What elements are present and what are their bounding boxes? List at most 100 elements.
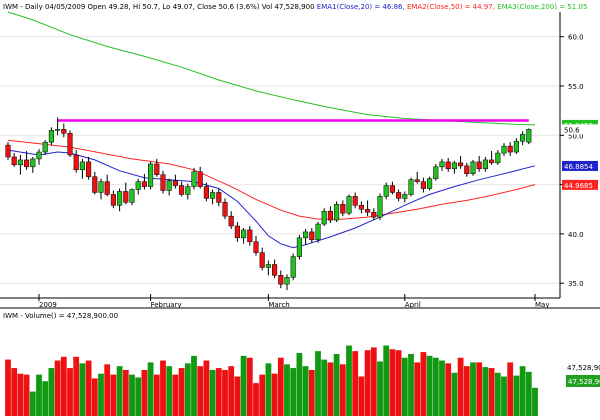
volume-bar bbox=[339, 364, 346, 416]
volume-bar bbox=[327, 362, 334, 416]
candle-body bbox=[265, 264, 271, 268]
volume-bar bbox=[147, 362, 154, 416]
candle-body bbox=[408, 179, 414, 195]
candle-body bbox=[42, 141, 48, 153]
price-tick-label: 60.0 bbox=[568, 34, 584, 42]
volume-bar bbox=[79, 363, 86, 416]
candle-body bbox=[501, 145, 507, 154]
volume-bar bbox=[222, 369, 228, 416]
volume-bar bbox=[85, 360, 92, 416]
volume-bar bbox=[284, 364, 290, 416]
candle-body bbox=[117, 191, 123, 206]
price-value-tag: 46.8854 bbox=[564, 163, 593, 171]
price-value-tag-bg bbox=[562, 179, 598, 190]
ema2-line bbox=[7, 139, 536, 220]
price-tick-label: 40.0 bbox=[568, 231, 584, 239]
candle-body bbox=[191, 171, 197, 187]
volume-bar bbox=[432, 357, 439, 416]
volume-bar bbox=[488, 368, 495, 416]
candle-body bbox=[98, 181, 104, 193]
candle-body bbox=[334, 204, 340, 221]
candle-body bbox=[451, 162, 457, 170]
candle-body bbox=[520, 134, 526, 142]
candle-body bbox=[296, 237, 302, 257]
legend-ema3: EMA3(Close,200) = 51.05 bbox=[497, 3, 587, 11]
candle-body bbox=[284, 277, 290, 285]
volume-bar bbox=[172, 374, 179, 416]
volume-bar bbox=[166, 366, 173, 416]
volume-bar bbox=[122, 369, 129, 416]
candle-body bbox=[247, 229, 253, 243]
volume-bar bbox=[67, 368, 73, 416]
volume-bar bbox=[209, 369, 216, 416]
volume-bar bbox=[135, 377, 142, 416]
volume-bar bbox=[253, 383, 259, 416]
date-tick-label: April bbox=[405, 301, 421, 309]
volume-bar bbox=[420, 352, 427, 416]
volume-bar bbox=[104, 364, 111, 416]
volume-bar bbox=[215, 368, 222, 416]
volume-bar bbox=[73, 356, 80, 416]
volume-bar bbox=[346, 345, 352, 416]
volume-bar bbox=[501, 376, 507, 416]
volume-bar bbox=[178, 368, 185, 416]
candle-body bbox=[253, 241, 259, 253]
volume-bar bbox=[451, 372, 458, 416]
volume-bar bbox=[29, 391, 36, 416]
candle-body bbox=[203, 186, 209, 199]
price-value-tag: 50.6 bbox=[564, 126, 580, 134]
volume-bar bbox=[389, 349, 396, 416]
candle-body bbox=[197, 171, 203, 187]
candle-body bbox=[458, 162, 464, 167]
candle-body bbox=[495, 152, 501, 164]
candle-body bbox=[358, 205, 364, 210]
volume-bar bbox=[302, 366, 309, 416]
candle-body bbox=[30, 158, 36, 168]
candle-body bbox=[352, 196, 358, 206]
candle-body bbox=[110, 194, 116, 206]
date-tick-label: March bbox=[268, 301, 289, 309]
date-tick-label: February bbox=[151, 301, 182, 309]
candle-body bbox=[507, 145, 513, 153]
candle-body bbox=[92, 176, 98, 193]
candle-body bbox=[67, 133, 73, 156]
candle-body bbox=[172, 180, 178, 186]
volume-bar bbox=[234, 376, 241, 416]
candle-body bbox=[433, 166, 439, 179]
candle-body bbox=[241, 229, 247, 239]
candle-body bbox=[259, 252, 265, 268]
price-header-text: - Daily 04/05/2009 Open 49.28, Hi 50.7, … bbox=[20, 3, 314, 11]
legend-ema1: EMA1(Close,20) = 46.86, bbox=[317, 3, 405, 11]
price-tick-label: 55.0 bbox=[568, 83, 584, 91]
volume-bar bbox=[532, 387, 538, 416]
candle-body bbox=[160, 174, 166, 191]
candle-body bbox=[427, 178, 433, 189]
candle-body bbox=[154, 163, 160, 175]
volume-bar bbox=[364, 350, 371, 416]
volume-bar bbox=[48, 368, 55, 416]
candle-body bbox=[185, 186, 191, 195]
candle-body bbox=[476, 161, 482, 170]
volume-bar bbox=[494, 372, 501, 416]
volume-axis-label: 47,528,90 bbox=[567, 364, 600, 372]
volume-bar bbox=[426, 355, 433, 416]
volume-bar bbox=[116, 366, 123, 416]
candle-body bbox=[61, 129, 67, 134]
volume-bar bbox=[54, 360, 61, 416]
volume-bar bbox=[408, 353, 414, 416]
candle-body bbox=[489, 159, 495, 164]
volume-bar bbox=[91, 378, 98, 416]
volume-bar bbox=[401, 357, 408, 416]
candle-body bbox=[482, 159, 488, 170]
volume-bar bbox=[476, 362, 483, 416]
candle-body bbox=[315, 223, 321, 241]
volume-bar bbox=[439, 360, 445, 416]
candle-body bbox=[309, 231, 315, 241]
candle-body bbox=[222, 202, 228, 217]
volume-bar bbox=[265, 363, 272, 416]
volume-bar bbox=[153, 374, 160, 416]
candle-body bbox=[278, 275, 284, 285]
candle-body bbox=[123, 191, 129, 203]
date-tick-label: 2009 bbox=[39, 301, 57, 309]
